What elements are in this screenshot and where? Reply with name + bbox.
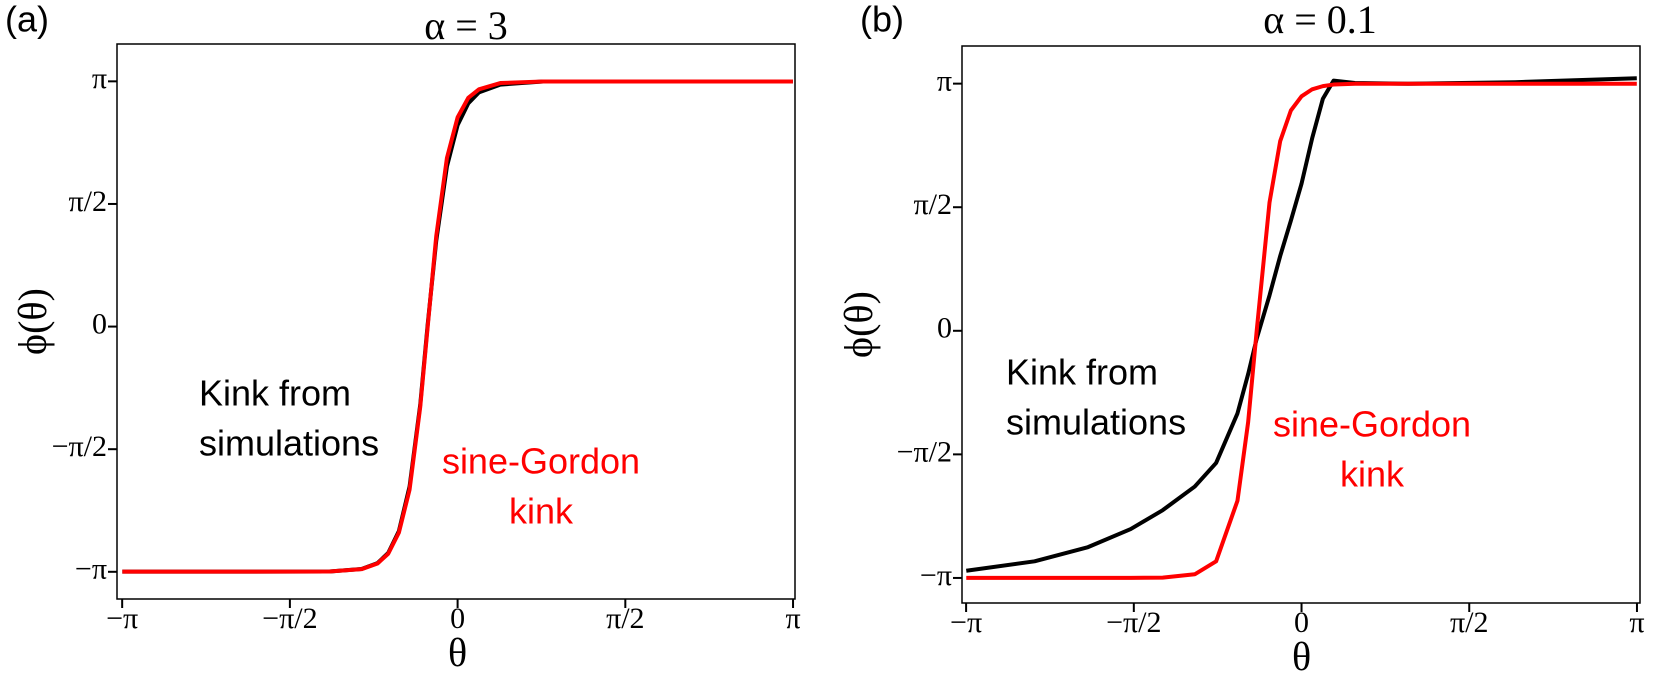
data-line: [965, 76, 1637, 573]
y-axis-label: ϕ(θ): [10, 288, 55, 355]
x-tick-label: 0: [1294, 606, 1309, 639]
x-tick-label: π: [1629, 606, 1644, 639]
y-tick-label: π/2: [914, 188, 952, 221]
y-tick-label: −π/2: [897, 435, 952, 468]
annotation: Kink from: [199, 373, 351, 414]
y-tick-label: −π: [75, 553, 107, 586]
x-tick-label: −π: [950, 606, 982, 639]
x-tick-label: −π/2: [1106, 606, 1161, 639]
y-axis-label: ϕ(θ): [836, 291, 881, 358]
x-axis-label: θ: [1292, 634, 1311, 679]
annotation: Kink from: [1006, 352, 1158, 393]
y-tick-label: π: [92, 62, 107, 95]
y-tick-label: π/2: [69, 185, 107, 218]
y-tick-label: −π/2: [52, 430, 107, 463]
annotation: simulations: [199, 423, 379, 464]
y-tick-label: π: [937, 65, 952, 98]
data-line: [122, 79, 793, 574]
panel: (b) α = 0.1 θ ϕ(θ) −π −π/2 0 π/2 π −π −π/2 0 π/2 π Kin…: [836, 0, 1644, 679]
annotation: simulations: [1006, 402, 1186, 443]
y-tick-label: −π: [920, 559, 952, 592]
y-tick-label: 0: [937, 312, 952, 345]
data-line: [966, 81, 1637, 580]
y-tick-label: 0: [92, 307, 107, 340]
x-tick-label: π: [785, 602, 800, 635]
x-tick-label: π/2: [606, 602, 644, 635]
chart-title: α = 3: [424, 3, 508, 48]
annotation: sine-Gordon: [442, 441, 640, 482]
x-tick-label: 0: [450, 602, 465, 635]
x-tick-label: π/2: [1450, 606, 1488, 639]
chart-title: α = 0.1: [1263, 0, 1377, 42]
x-tick-label: −π/2: [262, 602, 317, 635]
panel: (a) α = 3 θ ϕ(θ) −π −π/2 0 π/2 π −π −π/2 0 π/2 π Kink …: [5, 0, 801, 675]
plot-frame: [116, 43, 796, 600]
x-tick-label: −π: [106, 602, 138, 635]
annotation: kink: [1340, 454, 1405, 495]
data-line: [122, 79, 793, 574]
panel-label: (b): [860, 0, 904, 40]
annotation: sine-Gordon: [1273, 404, 1471, 445]
plot-frame: [961, 45, 1641, 604]
annotation: kink: [509, 491, 574, 532]
panel-label: (a): [5, 0, 49, 40]
x-axis-label: θ: [448, 630, 467, 675]
